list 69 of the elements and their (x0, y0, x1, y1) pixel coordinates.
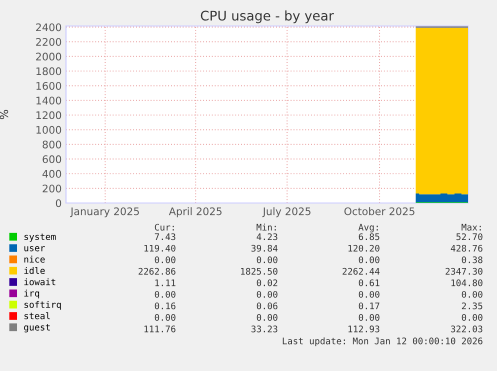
legend-label: guest (24, 324, 50, 332)
x-tick-label: April 2025 (168, 207, 222, 218)
text: Cur: (154, 224, 174, 231)
y-tick-label: 2400 (36, 23, 62, 32)
text: 0.00 (154, 314, 176, 321)
y-tick-label: 1200 (36, 111, 62, 120)
text: 0.00 (256, 290, 278, 298)
text: 0.17 (358, 302, 380, 310)
y-tick-label: 2000 (36, 52, 62, 61)
chart-title: CPU usage - by year (200, 10, 334, 24)
text: Min: (256, 224, 276, 231)
text: Avg: (358, 224, 378, 232)
x-tick-label: July 2025 (262, 207, 310, 218)
text: 0.00 (256, 314, 278, 321)
text: 1.11 (155, 280, 176, 286)
text: 6.85 (358, 233, 380, 240)
y-tick-label: 200 (42, 184, 62, 192)
text: 2.35 (462, 302, 482, 310)
text: 2347.30 (446, 268, 482, 275)
legend-label: irq (24, 290, 40, 298)
y-tick-label: 1600 (36, 82, 62, 90)
text: 120.20 (348, 244, 380, 252)
text: 4.23 (256, 233, 278, 240)
legend-label: user (24, 246, 45, 252)
text: 2262.86 (138, 268, 176, 275)
y-tick-label: 1000 (36, 126, 62, 134)
text: 2262.44 (342, 268, 380, 275)
text: 0.16 (154, 302, 176, 310)
y-tick-label: 1400 (36, 96, 62, 104)
text: 0.00 (358, 256, 380, 264)
text: 428.76 (450, 244, 482, 252)
text: 0.00 (358, 290, 380, 298)
text: 0.00 (256, 256, 278, 264)
legend-label: iowait (24, 278, 56, 286)
text: Max: (462, 224, 481, 231)
text: 112.93 (348, 326, 380, 332)
x-tick-label: January 2025 (70, 207, 139, 218)
y-tick-label: 800 (42, 140, 62, 148)
y-tick-label: 0 (56, 199, 62, 208)
legend-label: system (24, 234, 56, 242)
text: 119.40 (144, 244, 176, 252)
text: 7.43 (154, 233, 176, 240)
text: 0.02 (256, 279, 278, 286)
text: 111.76 (144, 326, 176, 332)
legend-label: idle (24, 266, 45, 274)
text: 0.00 (462, 290, 482, 298)
y-tick-label: 1800 (36, 67, 62, 76)
text: 0.38 (462, 256, 482, 264)
legend-label: nice (24, 256, 45, 263)
text: 0.61 (358, 279, 380, 286)
y-axis-title: % (0, 110, 8, 120)
text: 39.84 (251, 244, 278, 252)
text: 1825.50 (241, 268, 278, 275)
text: 52.70 (456, 233, 482, 240)
y-tick-label: 400 (42, 170, 62, 178)
legend-label: steal (24, 312, 50, 320)
text: 0.00 (358, 314, 380, 321)
text: 104.80 (451, 279, 482, 286)
text: 0.06 (256, 302, 278, 310)
text: 0.00 (154, 256, 176, 264)
legend-label: softirq (24, 300, 61, 310)
text: Last update: Mon Jan 12 00:00:10 2026 (282, 337, 482, 346)
x-tick-label: October 2025 (344, 207, 414, 216)
y-tick-label: 2200 (36, 38, 62, 46)
text: 0.00 (462, 314, 482, 321)
text: 322.03 (450, 326, 482, 332)
text: 33.23 (251, 326, 278, 332)
y-tick-label: 600 (42, 155, 62, 164)
text: 0.00 (154, 290, 176, 298)
